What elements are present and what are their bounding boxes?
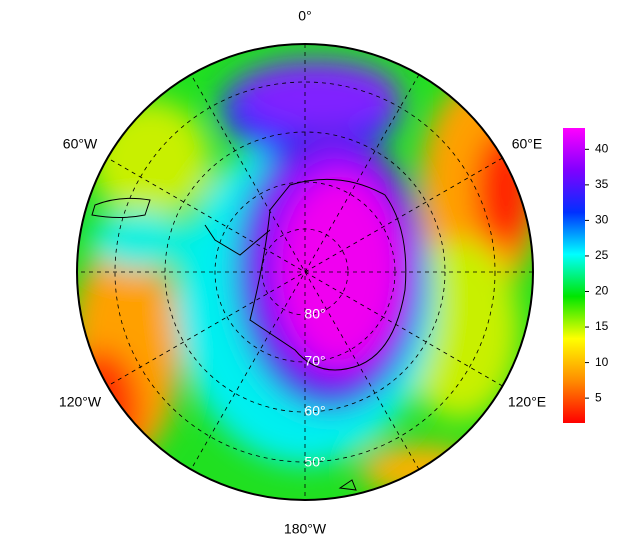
colorbar-tick-label: 5 <box>595 390 602 404</box>
meridian-label: 120°E <box>508 394 546 410</box>
meridian-label: 0° <box>298 8 311 24</box>
colorbar-tick-label: 30 <box>595 213 609 227</box>
colorbar-tick-label: 20 <box>595 284 609 298</box>
meridian-label: 180°W <box>284 521 327 537</box>
colorbar-tick-label: 40 <box>595 141 609 155</box>
meridian-label: 120°W <box>59 394 102 410</box>
map-border <box>76 43 534 501</box>
meridian-label: 60°E <box>512 136 543 152</box>
latitude-label: 60° <box>304 403 325 419</box>
graticule <box>77 44 533 500</box>
meridian-label: 60°W <box>63 136 98 152</box>
colorbar-tick-label: 10 <box>595 355 609 369</box>
colorbar <box>563 128 585 423</box>
latitude-label: 80° <box>304 306 325 322</box>
latitude-label: 50° <box>304 454 325 470</box>
colorbar-tick-label: 25 <box>595 248 609 262</box>
meridian-line <box>190 74 420 470</box>
latitude-label: 70° <box>304 353 325 369</box>
colorbar-tick-label: 35 <box>595 177 609 191</box>
colorbar-tick-label: 15 <box>595 319 609 333</box>
